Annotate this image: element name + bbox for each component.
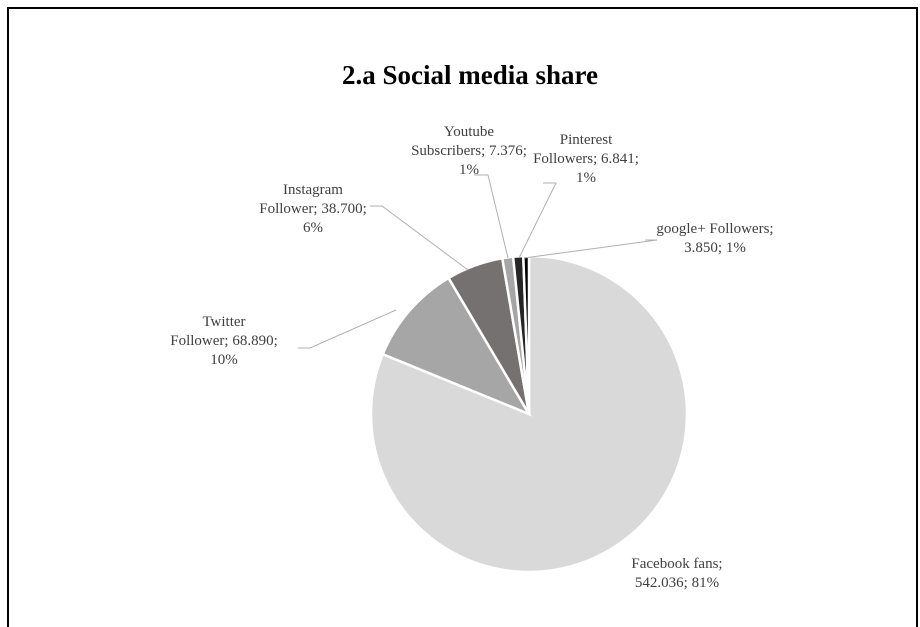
chart-title: 2.a Social media share xyxy=(342,60,598,90)
leader-line-instagram-follower xyxy=(370,205,469,271)
leader-line-youtube-subscribers xyxy=(474,174,509,259)
pie-slice-google-followers xyxy=(521,254,531,415)
pie-slice-facebook-fans xyxy=(369,254,689,574)
pie-slice-twitter-follower xyxy=(381,276,532,417)
leader-line-twitter-follower xyxy=(298,309,397,349)
leader-line-pinterest-followers xyxy=(518,182,557,259)
chart-frame xyxy=(7,7,918,627)
data-label-instagram-follower: Instagram Follower; 38.700; 6% xyxy=(259,182,367,236)
data-label-facebook-fans: Facebook fans; 542.036; 81% xyxy=(631,556,722,591)
data-label-youtube-subscribers: Youtube Subscribers; 7.376; 1% xyxy=(411,124,527,178)
leader-line-google-followers xyxy=(523,239,658,259)
data-label-pinterest-followers: Pinterest Followers; 6.841; 1% xyxy=(533,132,639,186)
data-label-google-followers: google+ Followers; 3.850; 1% xyxy=(656,221,773,256)
data-label-twitter-follower: Twitter Follower; 68.890; 10% xyxy=(170,314,278,368)
